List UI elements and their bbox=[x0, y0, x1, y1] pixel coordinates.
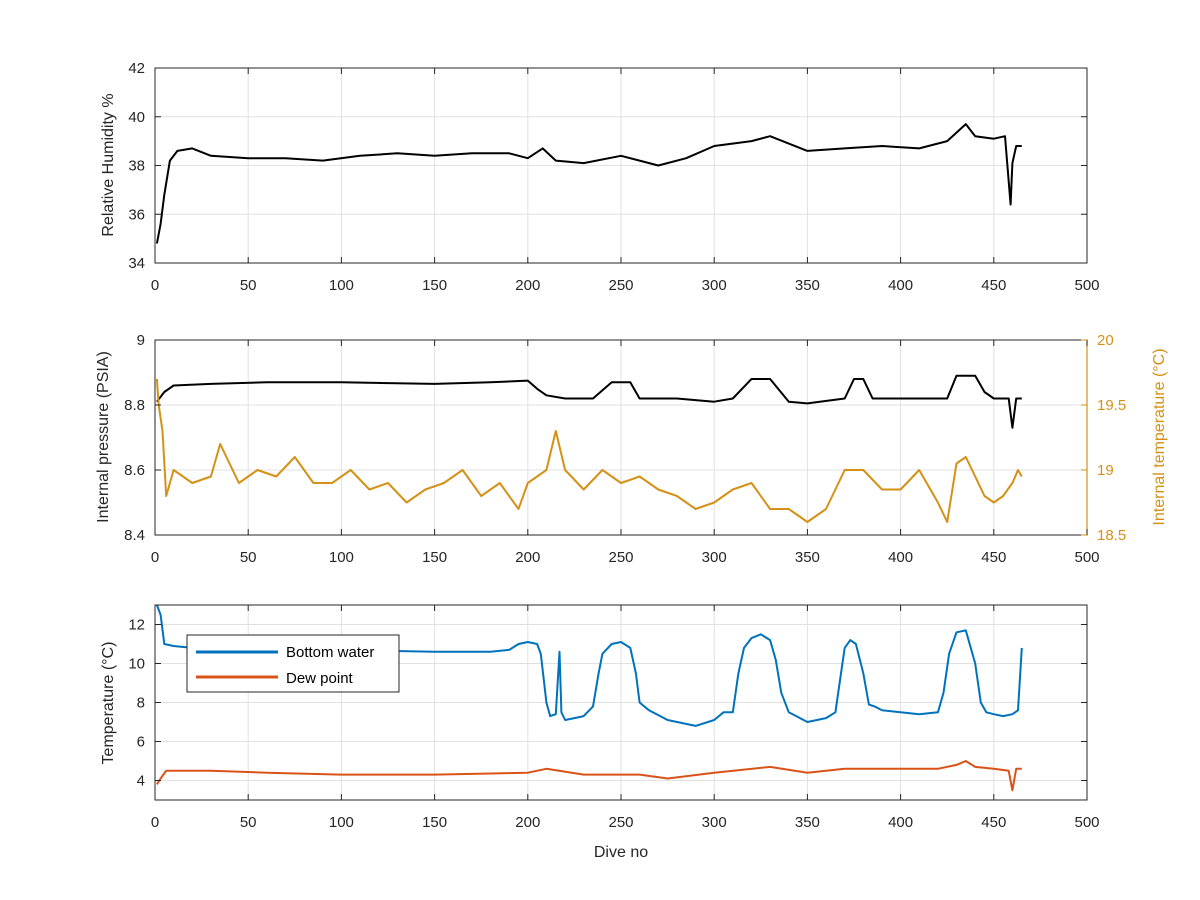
humidity-y-tick-label-36: 36 bbox=[128, 206, 145, 223]
temperature-x-tick-label-500: 500 bbox=[1074, 814, 1099, 831]
humidity-x-tick-label-250: 250 bbox=[608, 277, 633, 294]
pressure-y-tick-label-8-8: 8.8 bbox=[124, 397, 145, 414]
pressure-x-tick-label-450: 450 bbox=[981, 549, 1006, 566]
temperature-x-ticks: 0 50 100 150 200 250 300 350 400 450 500 bbox=[151, 605, 1100, 831]
humidity-x-tick-label-500: 500 bbox=[1074, 277, 1099, 294]
pressure-x-tick-label-150: 150 bbox=[422, 549, 447, 566]
internal-temperature-y-label: Internal temperature (°C) bbox=[1151, 348, 1168, 525]
pressure-y-tick-label-8-6: 8.6 bbox=[124, 462, 145, 479]
legend-label-dew-point: Dew point bbox=[286, 670, 354, 687]
humidity-x-tick-label-450: 450 bbox=[981, 277, 1006, 294]
pressure-x-tick-label-50: 50 bbox=[240, 549, 257, 566]
humidity-x-tick-label-150: 150 bbox=[422, 277, 447, 294]
pressure-x-tick-label-500: 500 bbox=[1074, 549, 1099, 566]
temperature-y-tick-label-4: 4 bbox=[137, 773, 145, 790]
bottom-water-series-line bbox=[155, 604, 1023, 727]
pressure-x-ticks: 0 50 100 150 200 250 300 350 400 450 500 bbox=[151, 340, 1100, 566]
internal-temperature-y-ticks: 18.5 19 19.5 20 bbox=[1081, 332, 1126, 544]
humidity-x-tick-label-50: 50 bbox=[240, 277, 257, 294]
temperature-y-ticks: 4 6 8 10 12 bbox=[128, 617, 1087, 790]
pressure-x-tick-label-300: 300 bbox=[702, 549, 727, 566]
temperature-x-tick-label-150: 150 bbox=[422, 814, 447, 831]
temperature-x-tick-label-250: 250 bbox=[608, 814, 633, 831]
humidity-y-label: Relative Humidity % bbox=[100, 93, 117, 236]
temperature-series bbox=[155, 604, 1023, 792]
humidity-series bbox=[155, 123, 1022, 244]
internal-temperature-series-line bbox=[155, 378, 1023, 523]
pressure-x-tick-label-350: 350 bbox=[795, 549, 820, 566]
internal-pressure-series-line bbox=[156, 374, 1022, 429]
temperature-y-tick-label-8: 8 bbox=[137, 695, 145, 712]
humidity-y-tick-label-38: 38 bbox=[128, 158, 145, 175]
humidity-x-tick-label-100: 100 bbox=[329, 277, 354, 294]
pressure-y-ticks: 8.4 8.6 8.8 9 bbox=[124, 332, 161, 544]
pressure-y-tick-label-8-4: 8.4 bbox=[124, 527, 145, 544]
humidity-x-tick-label-350: 350 bbox=[795, 277, 820, 294]
temperature-x-tick-label-0: 0 bbox=[151, 814, 159, 831]
temperature-x-tick-label-350: 350 bbox=[795, 814, 820, 831]
temperature-x-tick-label-300: 300 bbox=[702, 814, 727, 831]
pressure-panel: 0 50 100 150 200 250 300 350 400 450 500 8.4 8.6 8.8… bbox=[95, 332, 1168, 566]
temperature-panel: 0 50 100 150 200 250 300 350 400 450 500 4 6 8 10 12 T… bbox=[100, 604, 1100, 861]
dive-no-x-label: Dive no bbox=[594, 844, 648, 861]
temperature-y-tick-label-6: 6 bbox=[137, 734, 145, 751]
pressure-x-tick-label-100: 100 bbox=[329, 549, 354, 566]
internal-temperature-y-tick-label-19: 19 bbox=[1097, 462, 1114, 479]
temperature-x-tick-label-100: 100 bbox=[329, 814, 354, 831]
temperature-x-tick-label-450: 450 bbox=[981, 814, 1006, 831]
temperature-legend: Bottom water Dew point bbox=[186, 634, 400, 693]
humidity-x-ticks: 0 50 100 150 200 250 300 350 400 450 500 bbox=[151, 68, 1100, 294]
pressure-x-tick-label-250: 250 bbox=[608, 549, 633, 566]
temperature-x-tick-label-50: 50 bbox=[240, 814, 257, 831]
dew-point-series-line bbox=[156, 760, 1022, 792]
humidity-y-tick-label-42: 42 bbox=[128, 60, 145, 77]
internal-temperature-y-tick-label-18-5: 18.5 bbox=[1097, 527, 1126, 544]
humidity-x-tick-label-0: 0 bbox=[151, 277, 159, 294]
humidity-x-tick-label-400: 400 bbox=[888, 277, 913, 294]
humidity-y-ticks: 34 36 38 40 42 bbox=[128, 60, 1087, 272]
pressure-x-tick-label-400: 400 bbox=[888, 549, 913, 566]
relative-humidity-series-line bbox=[155, 123, 1022, 244]
temperature-y-label: Temperature (°C) bbox=[100, 642, 117, 765]
humidity-y-tick-label-40: 40 bbox=[128, 109, 145, 126]
temperature-y-tick-label-12: 12 bbox=[128, 617, 145, 634]
pressure-y-label: Internal pressure (PSIA) bbox=[95, 351, 112, 523]
humidity-panel: 0 50 100 150 200 250 300 350 400 450 500 34 36 38 40 4… bbox=[100, 60, 1100, 294]
legend-label-bottom-water: Bottom water bbox=[286, 644, 374, 661]
humidity-y-tick-label-34: 34 bbox=[128, 255, 145, 272]
temperature-x-tick-label-400: 400 bbox=[888, 814, 913, 831]
pressure-series bbox=[155, 374, 1023, 523]
pressure-x-tick-label-200: 200 bbox=[515, 549, 540, 566]
temperature-x-tick-label-200: 200 bbox=[515, 814, 540, 831]
humidity-x-tick-label-300: 300 bbox=[702, 277, 727, 294]
internal-temperature-y-tick-label-19-5: 19.5 bbox=[1097, 397, 1126, 414]
humidity-x-tick-label-200: 200 bbox=[515, 277, 540, 294]
temperature-y-tick-label-10: 10 bbox=[128, 656, 145, 673]
internal-temperature-y-tick-label-20: 20 bbox=[1097, 332, 1114, 349]
pressure-x-tick-label-0: 0 bbox=[151, 549, 159, 566]
pressure-y-tick-label-9: 9 bbox=[137, 332, 145, 349]
legend-box bbox=[186, 634, 400, 693]
